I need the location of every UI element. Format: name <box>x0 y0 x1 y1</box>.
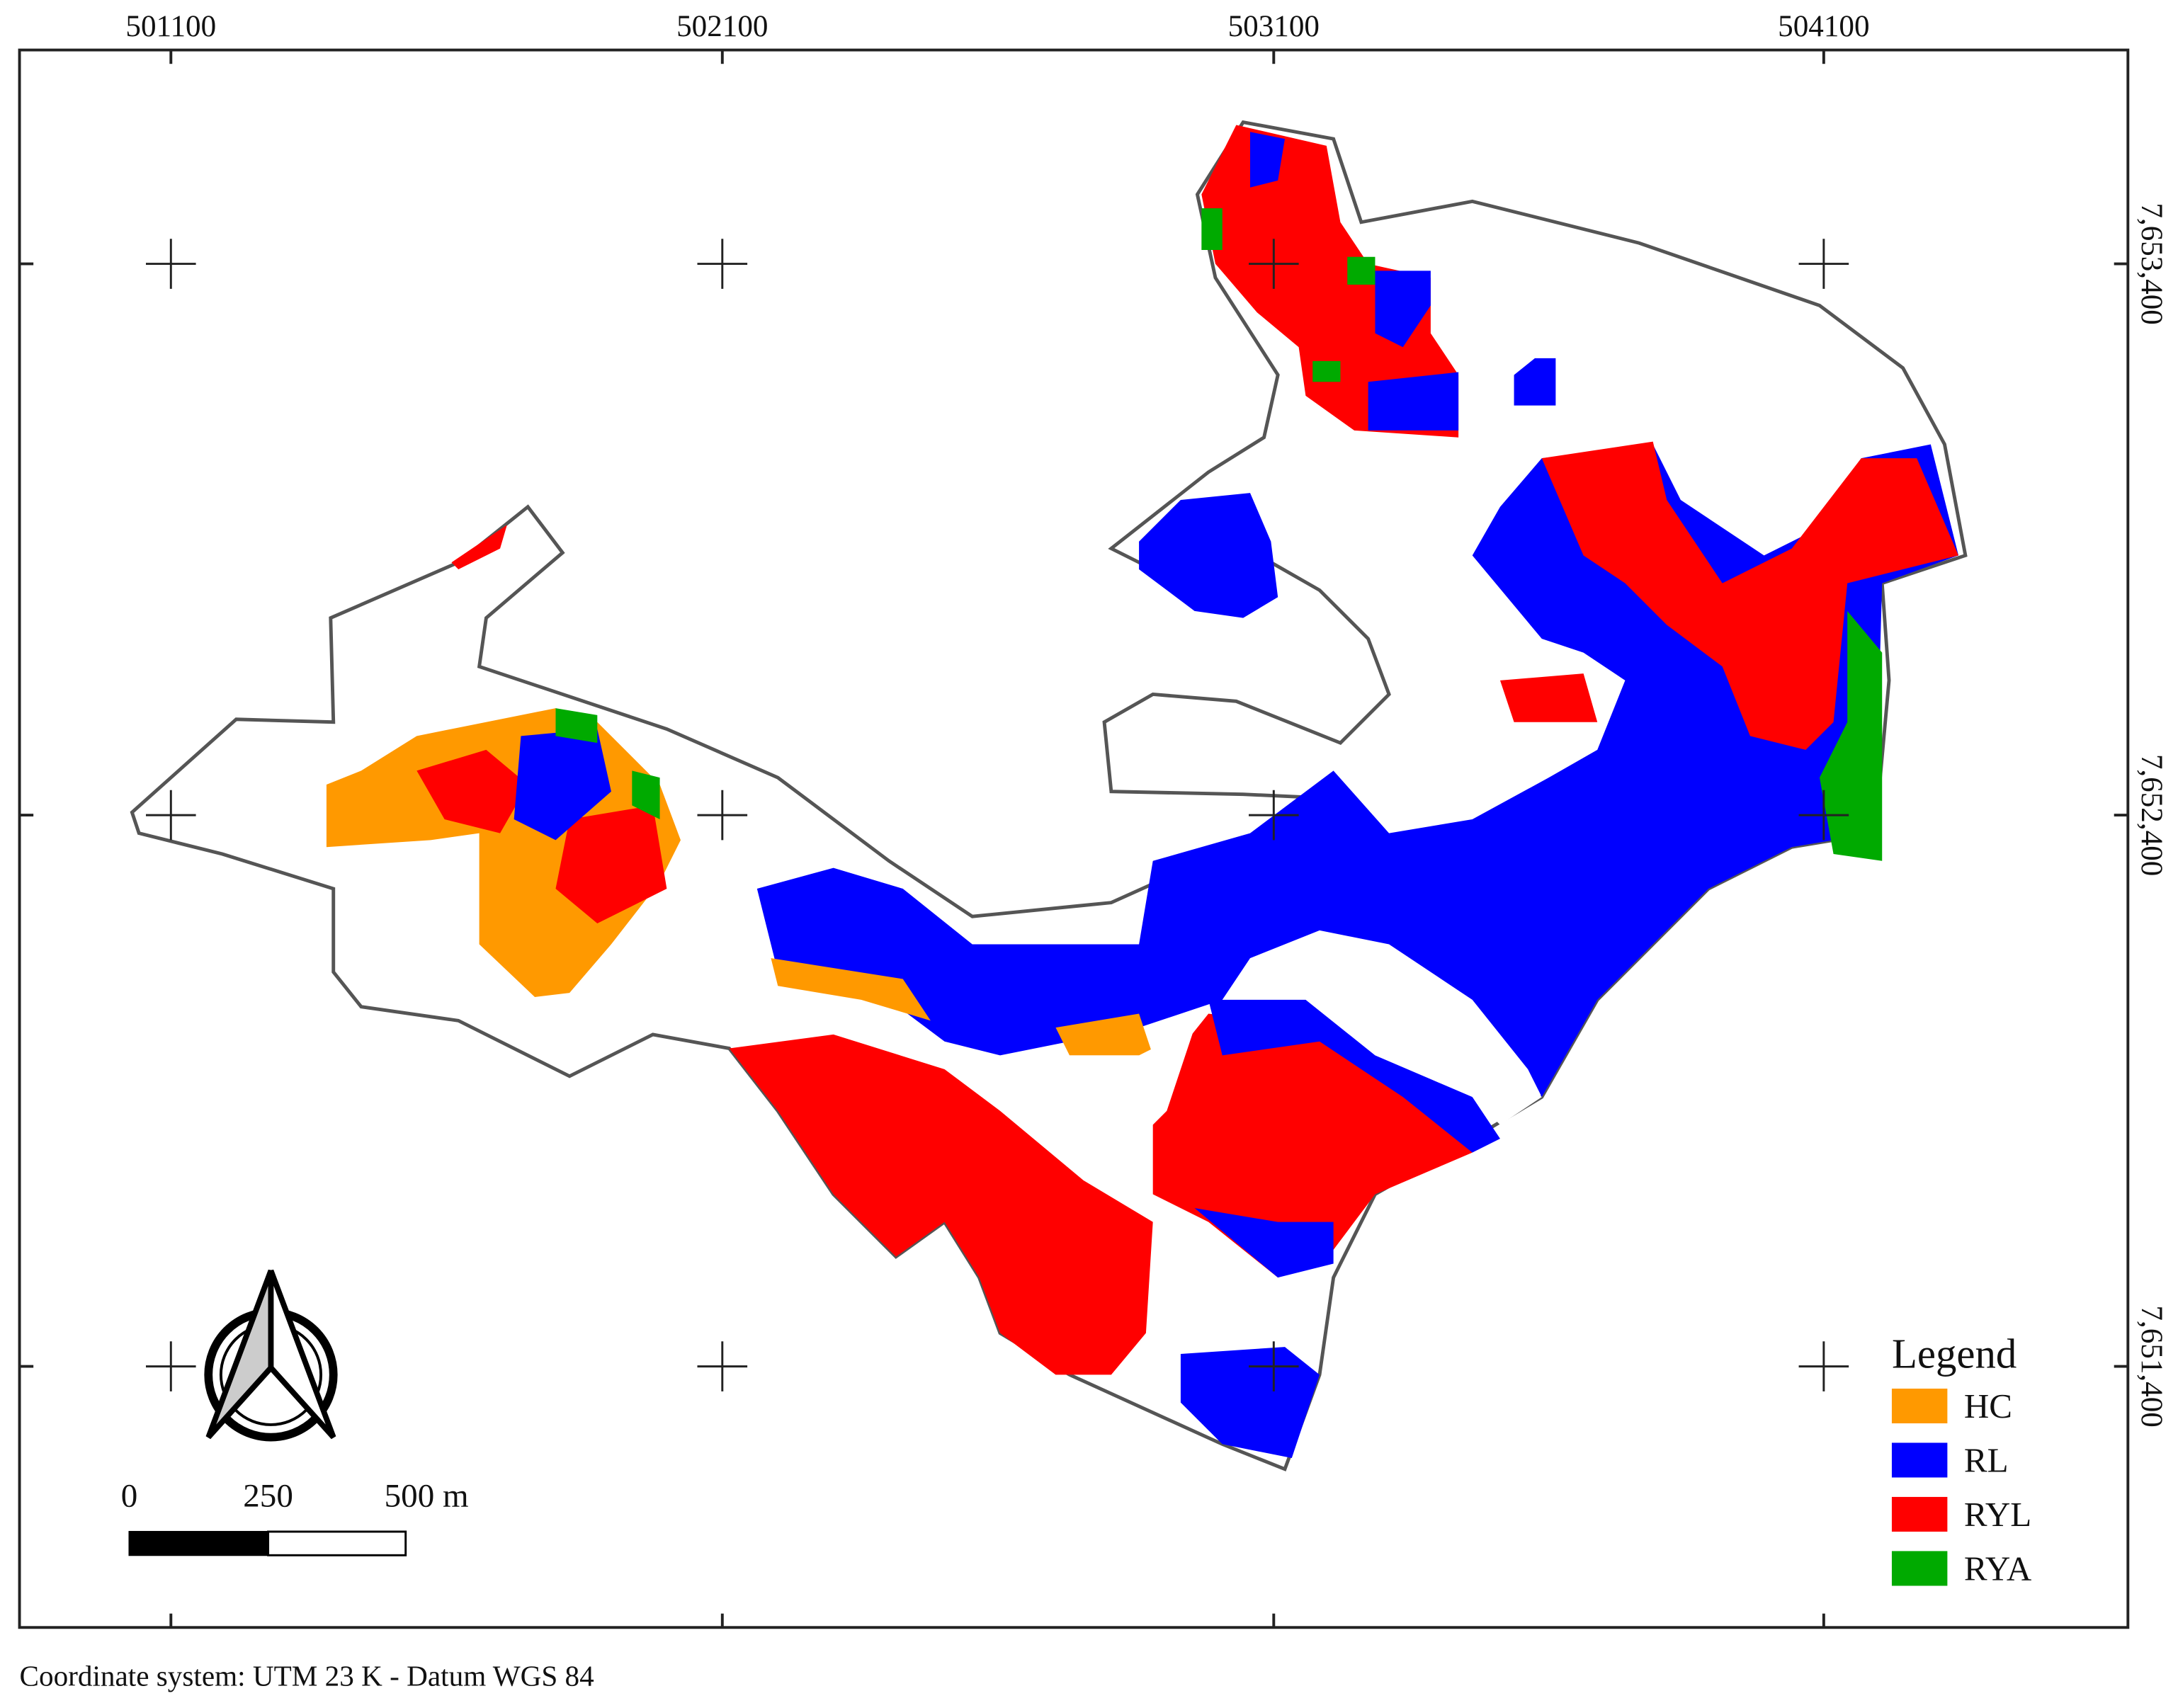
class-patch <box>1347 256 1376 285</box>
x-grid-label: 501100 <box>125 10 216 43</box>
class-patch <box>1194 1208 1334 1278</box>
class-patch <box>729 1034 1153 1375</box>
scale-bar: 0 250 500 m <box>121 1478 469 1556</box>
legend-swatch <box>1891 1388 1948 1423</box>
class-patch <box>555 805 667 924</box>
class-patch <box>1014 1027 1195 1167</box>
x-grid-label: 504100 <box>1778 10 1869 43</box>
class-patch <box>1819 610 1883 861</box>
scale-label: 500 m <box>385 1478 469 1515</box>
footer: Coordinate system: UTM 23 K - Datum WGS … <box>20 1660 594 1692</box>
class-patch <box>1375 271 1431 348</box>
class-patch <box>1222 944 1542 1125</box>
class-patch <box>771 958 931 1021</box>
class-patch <box>1541 441 1959 750</box>
class-patch <box>1201 208 1223 250</box>
class-patch <box>555 708 598 744</box>
legend-label: RYL <box>1964 1495 2031 1534</box>
legend-label: RL <box>1964 1441 2009 1480</box>
class-patch <box>1208 999 1500 1153</box>
class-patch <box>1139 493 1278 618</box>
class-patch <box>1201 125 1459 438</box>
legend-label: HC <box>1964 1387 2012 1425</box>
class-patch <box>1312 360 1341 382</box>
scale-label: 0 <box>121 1478 138 1515</box>
grid: 501100 502100 503100 504100 7,653,400 7,652,4… <box>19 10 2168 1628</box>
class-patch <box>1055 1013 1153 1056</box>
class-patch <box>1368 372 1459 431</box>
y-grid-label: 7,652,400 <box>2135 754 2168 877</box>
x-grid-label: 503100 <box>1228 10 1320 43</box>
class-patch <box>632 770 660 819</box>
legend-title: Legend <box>1892 1331 2017 1377</box>
scale-label: 250 <box>243 1478 293 1515</box>
land-classes <box>326 125 1959 1459</box>
grid-crosses <box>145 239 1849 1391</box>
legend-label: RYA <box>1964 1549 2032 1588</box>
class-patch <box>514 729 611 841</box>
y-grid-label: 7,653,400 <box>2135 203 2168 325</box>
legend: Legend HC RL RYL RYA <box>1891 1331 2032 1588</box>
class-patch <box>1152 1013 1473 1278</box>
class-patch <box>451 525 507 569</box>
legend-swatch <box>1891 1442 1948 1478</box>
class-patch <box>1180 1347 1320 1459</box>
class-patch <box>1249 132 1285 188</box>
legend-swatch <box>1891 1551 1948 1586</box>
class-patch <box>1514 358 1556 406</box>
north-arrow <box>204 1269 338 1442</box>
class-patch <box>416 749 528 833</box>
legend-swatch <box>1891 1496 1948 1532</box>
y-grid-label: 7,651,400 <box>2135 1305 2168 1427</box>
class-patch <box>1499 673 1598 722</box>
x-grid-label: 502100 <box>676 10 768 43</box>
